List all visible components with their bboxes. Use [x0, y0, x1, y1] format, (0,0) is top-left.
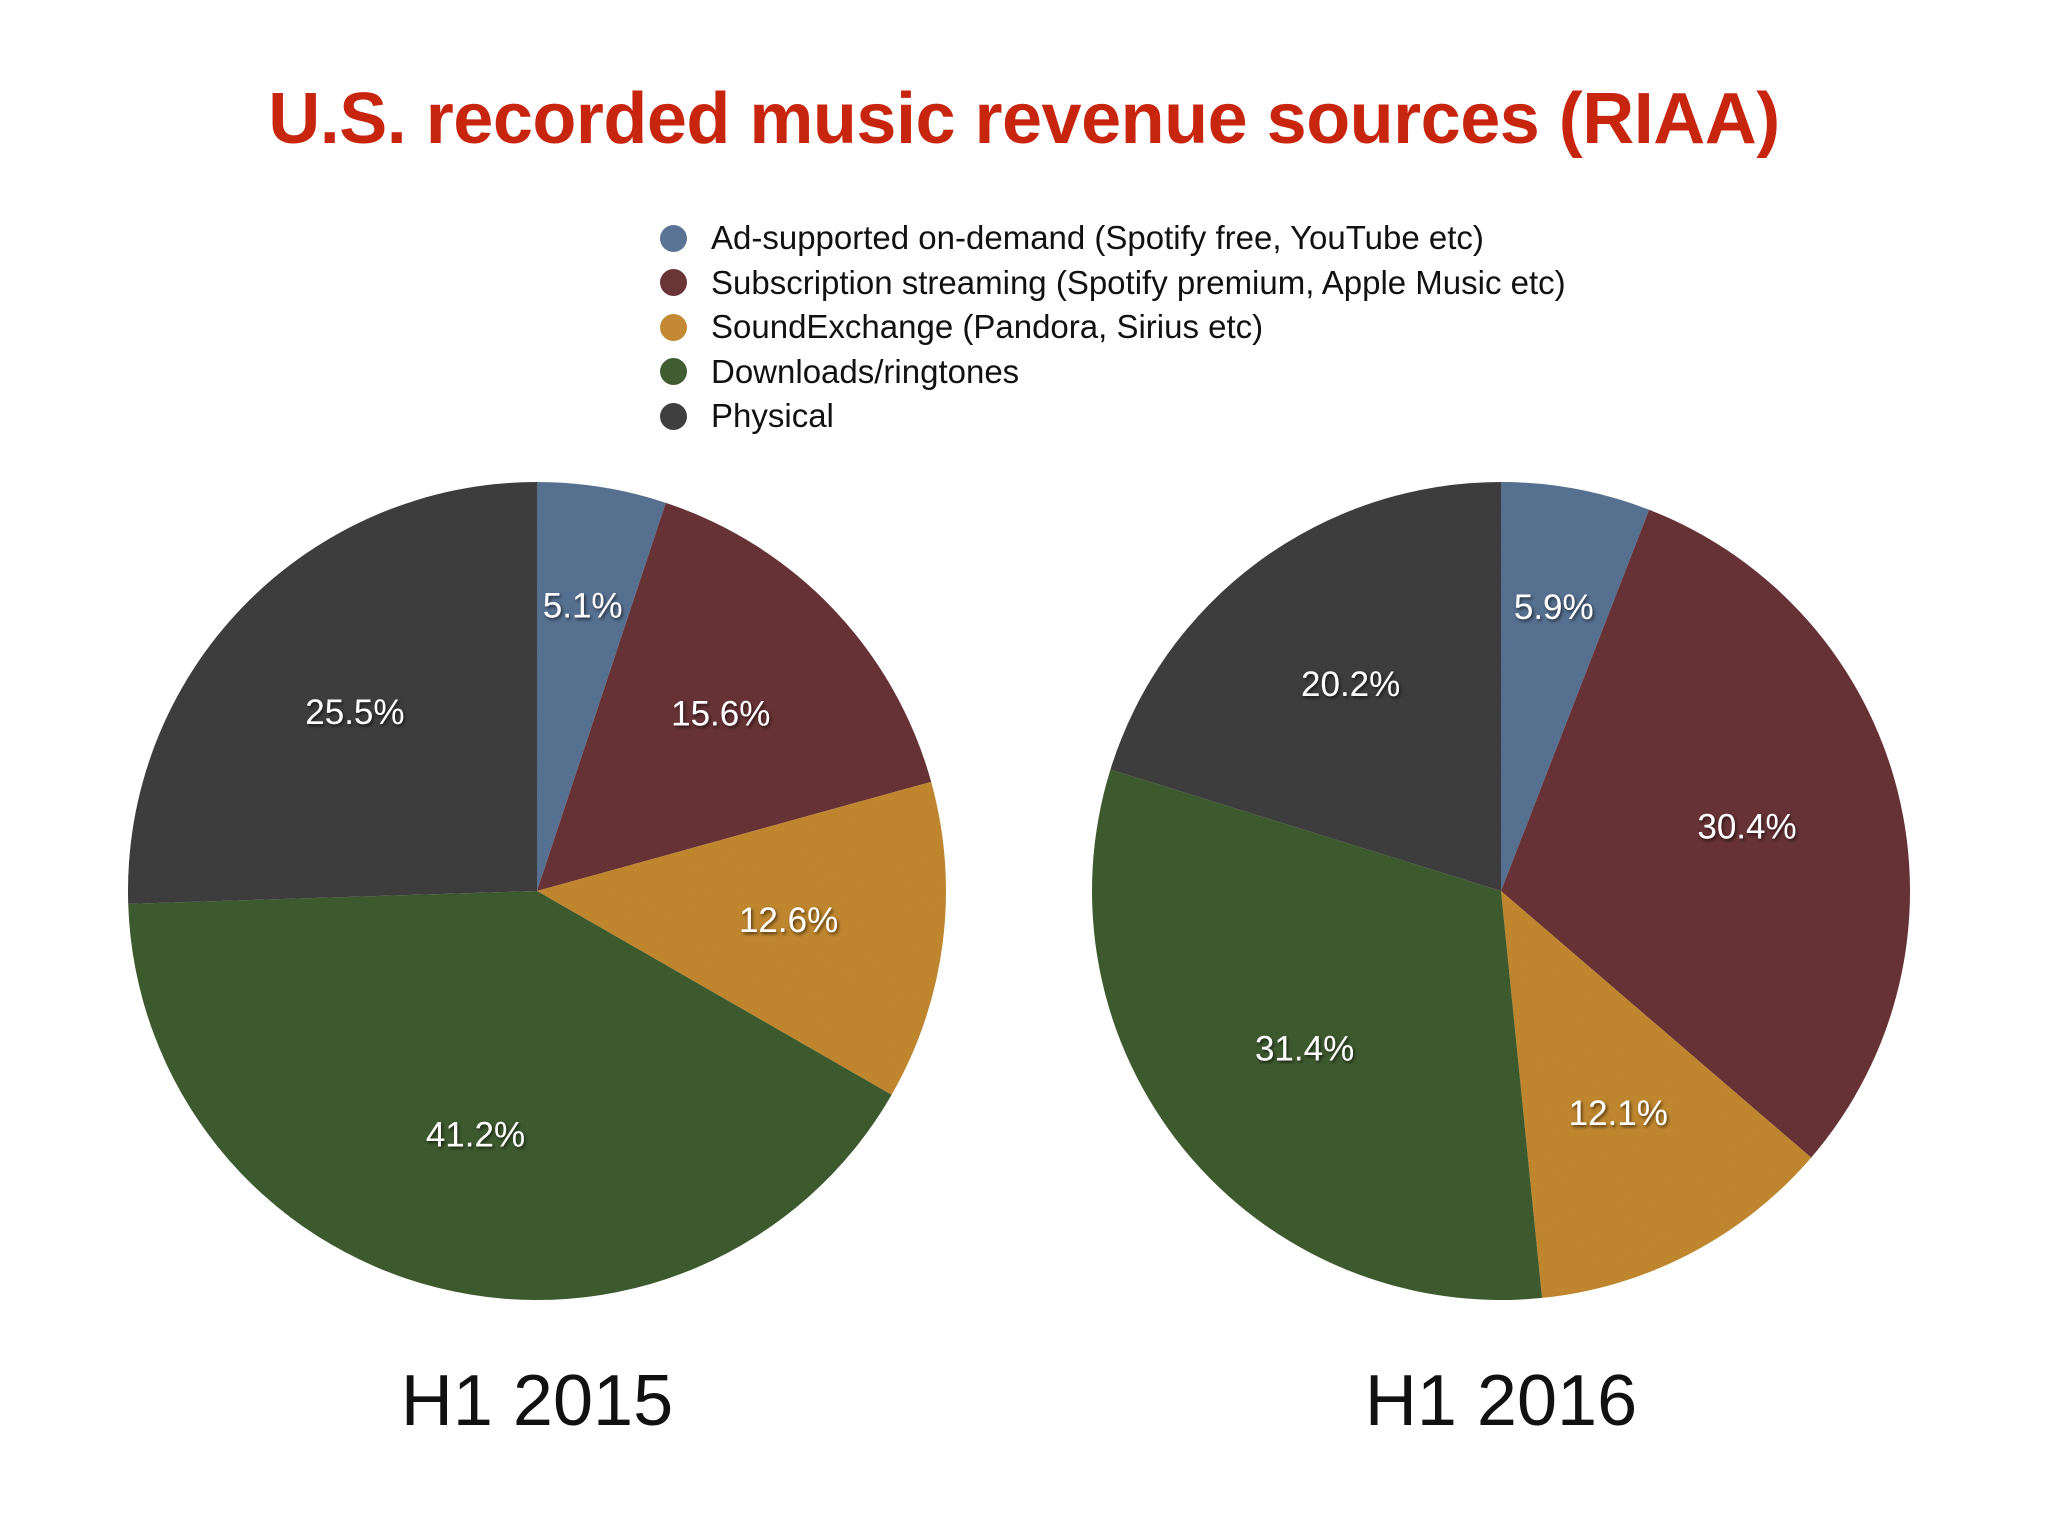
slice-label-ad-supported: 5.1% [543, 587, 623, 626]
slice-label-ad-supported: 5.9% [1514, 588, 1594, 627]
pie-h1-2015 [128, 482, 946, 1300]
slice-label-subscription: 30.4% [1697, 808, 1796, 847]
chart-title: U.S. recorded music revenue sources (RIA… [268, 79, 1780, 159]
pie-slice-physical [128, 482, 537, 904]
pie-slice-downloads [128, 891, 892, 1300]
pie-caption: H1 2016 [1365, 1361, 1637, 1441]
pie-slice-downloads [1092, 769, 1543, 1300]
pie-slice-ad-supported [537, 482, 666, 891]
legend-swatch [660, 224, 687, 252]
legend-swatch [660, 358, 687, 386]
slice-label-physical: 25.5% [305, 693, 404, 732]
slice-label-physical: 20.2% [1301, 665, 1400, 704]
legend-label: Downloads/ringtones [711, 352, 1020, 390]
legend-label: SoundExchange (Pandora, Sirius etc) [711, 308, 1264, 346]
pie-slice-ad-supported [1501, 482, 1650, 891]
pie-h1-2016 [1092, 482, 1911, 1300]
pie-slice-physical [1110, 482, 1501, 891]
slice-label-downloads: 41.2% [426, 1115, 525, 1154]
legend-item-downloads: Downloads/ringtones [660, 350, 1566, 395]
legend-item-soundexchange: SoundExchange (Pandora, Sirius etc) [660, 305, 1566, 350]
legend-swatch [660, 269, 687, 297]
legend: Ad-supported on-demand (Spotify free, Yo… [660, 216, 1566, 439]
pie-slice-soundexchange [1501, 891, 1812, 1298]
legend-item-ad-supported: Ad-supported on-demand (Spotify free, Yo… [660, 216, 1566, 261]
legend-swatch [660, 313, 687, 341]
slice-label-soundexchange: 12.6% [739, 901, 838, 940]
slice-label-downloads: 31.4% [1255, 1030, 1354, 1069]
legend-item-subscription: Subscription streaming (Spotify premium,… [660, 261, 1566, 306]
pie-slice-soundexchange [537, 781, 946, 1095]
legend-swatch [660, 402, 687, 430]
slice-label-soundexchange: 12.1% [1569, 1094, 1668, 1133]
legend-label: Subscription streaming (Spotify premium,… [711, 263, 1566, 301]
legend-label: Physical [711, 397, 834, 435]
pie-slice-subscription [537, 502, 932, 891]
legend-item-physical: Physical [660, 394, 1566, 439]
slice-label-subscription: 15.6% [671, 695, 770, 734]
pie-slice-subscription [1501, 509, 1911, 1158]
pie-caption: H1 2015 [401, 1361, 673, 1441]
legend-label: Ad-supported on-demand (Spotify free, Yo… [711, 219, 1484, 257]
